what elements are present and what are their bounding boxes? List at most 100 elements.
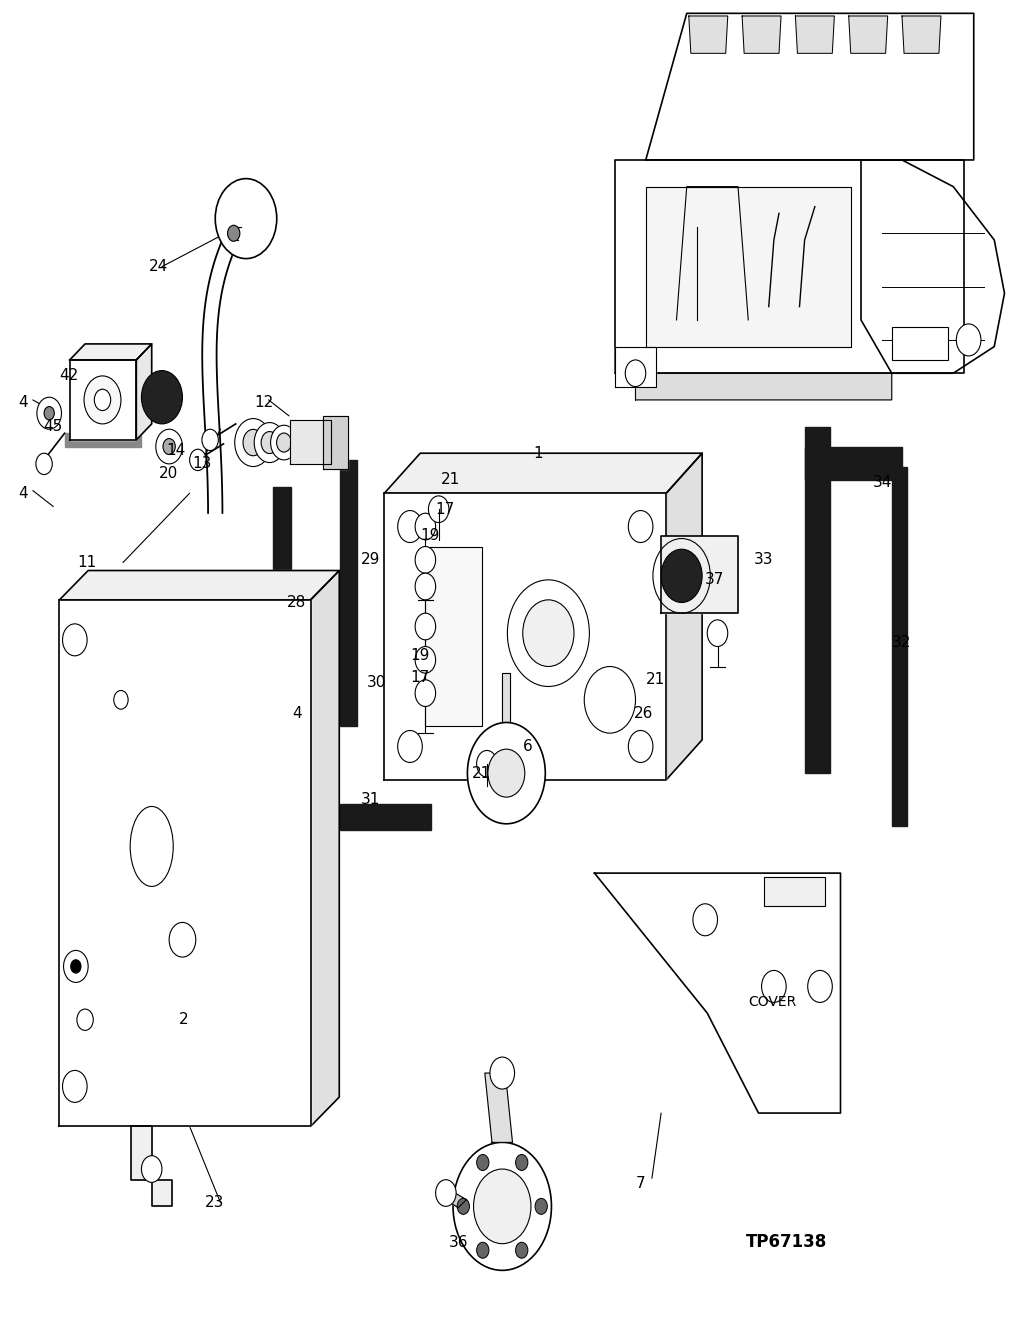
Polygon shape [795, 16, 834, 53]
Circle shape [243, 429, 263, 456]
Circle shape [488, 749, 525, 797]
Polygon shape [65, 433, 141, 447]
Circle shape [36, 453, 52, 475]
Circle shape [415, 513, 436, 540]
Circle shape [277, 433, 291, 452]
Circle shape [84, 376, 121, 424]
Circle shape [661, 549, 702, 603]
Circle shape [516, 1242, 528, 1258]
Polygon shape [666, 453, 702, 780]
Text: 19: 19 [410, 648, 429, 664]
Polygon shape [231, 227, 241, 240]
Circle shape [156, 429, 182, 464]
Circle shape [507, 580, 589, 686]
Text: 29: 29 [361, 552, 380, 568]
Polygon shape [805, 447, 902, 480]
Circle shape [415, 573, 436, 600]
Polygon shape [805, 427, 830, 773]
Text: 13: 13 [193, 456, 212, 472]
Circle shape [956, 324, 981, 356]
Polygon shape [485, 1073, 512, 1142]
Circle shape [202, 429, 218, 451]
Circle shape [693, 904, 718, 936]
Text: 11: 11 [77, 555, 96, 571]
Circle shape [271, 425, 297, 460]
Circle shape [707, 620, 728, 647]
Circle shape [584, 666, 636, 733]
Polygon shape [59, 600, 311, 1126]
Circle shape [71, 960, 81, 973]
Polygon shape [273, 487, 291, 800]
Circle shape [415, 613, 436, 640]
Circle shape [762, 970, 786, 1002]
Polygon shape [636, 373, 892, 400]
Text: 42: 42 [59, 368, 79, 384]
Polygon shape [646, 187, 851, 347]
Text: 14: 14 [166, 443, 186, 459]
Circle shape [457, 1198, 469, 1214]
Circle shape [477, 1242, 489, 1258]
Ellipse shape [130, 806, 173, 886]
Bar [892, 327, 948, 360]
Circle shape [453, 1142, 551, 1270]
Text: 20: 20 [159, 465, 178, 481]
Text: 1: 1 [533, 445, 542, 461]
Text: 4: 4 [18, 395, 28, 411]
Circle shape [228, 225, 240, 241]
Circle shape [490, 1057, 515, 1089]
Text: 4: 4 [18, 485, 28, 501]
Polygon shape [131, 1126, 172, 1206]
Text: 30: 30 [367, 674, 386, 690]
Circle shape [94, 389, 111, 411]
Polygon shape [70, 344, 152, 360]
Circle shape [163, 439, 175, 455]
Text: 31: 31 [361, 792, 380, 808]
Text: 21: 21 [472, 765, 491, 781]
Circle shape [628, 730, 653, 762]
Text: 21: 21 [646, 672, 665, 688]
Circle shape [808, 970, 832, 1002]
Polygon shape [340, 460, 357, 726]
Text: 17: 17 [436, 501, 455, 517]
Circle shape [436, 1180, 456, 1206]
Circle shape [235, 419, 272, 467]
Polygon shape [502, 673, 510, 773]
Circle shape [625, 360, 646, 387]
Text: TP67138: TP67138 [746, 1233, 827, 1252]
Polygon shape [661, 536, 738, 613]
Circle shape [428, 496, 449, 523]
Text: 36: 36 [449, 1234, 468, 1250]
Circle shape [398, 511, 422, 543]
Circle shape [415, 547, 436, 573]
Circle shape [516, 1154, 528, 1170]
Polygon shape [59, 571, 339, 600]
Circle shape [63, 1070, 87, 1102]
Polygon shape [849, 16, 888, 53]
Circle shape [114, 690, 128, 709]
Polygon shape [646, 13, 974, 160]
Circle shape [398, 730, 422, 762]
Circle shape [63, 624, 87, 656]
Text: 33: 33 [753, 552, 773, 568]
Circle shape [535, 1198, 547, 1214]
Polygon shape [202, 236, 237, 513]
Bar [764, 877, 825, 906]
Polygon shape [689, 16, 728, 53]
Text: 32: 32 [892, 635, 911, 651]
Circle shape [37, 397, 62, 429]
Polygon shape [290, 420, 331, 464]
Circle shape [190, 449, 206, 471]
Circle shape [169, 922, 196, 957]
Polygon shape [70, 360, 136, 440]
Circle shape [215, 179, 277, 259]
Polygon shape [340, 804, 430, 830]
Text: 12: 12 [254, 395, 274, 411]
Circle shape [477, 1154, 489, 1170]
Circle shape [467, 722, 545, 824]
Text: 34: 34 [873, 475, 893, 491]
Circle shape [415, 647, 436, 673]
Text: 24: 24 [149, 259, 168, 275]
Circle shape [523, 600, 574, 666]
Polygon shape [323, 416, 348, 469]
Text: 45: 45 [43, 419, 63, 435]
